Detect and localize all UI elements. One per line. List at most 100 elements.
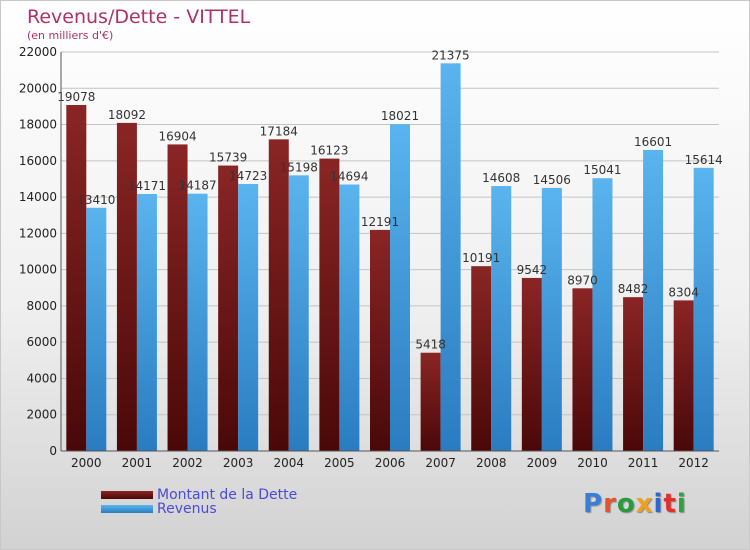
logo-letter: t [663,489,677,519]
x-tick-label: 2012 [678,456,709,470]
logo-letter: r [603,489,617,519]
bar-revenus [693,167,714,451]
legend-label-dette: Montant de la Dette [157,487,298,503]
logo-letter: o [616,489,636,519]
bar-dette [319,158,340,451]
y-tick-label: 16000 [19,154,57,168]
x-tick-label: 2006 [375,456,406,470]
logo-letter: P [583,489,604,519]
y-tick-label: 22000 [19,45,57,59]
x-axis-ticks: 2000 2001 2002 2003 2004 2005 2006 2007 2008 2009… [71,456,709,470]
data-label-dette: 19078 [57,90,95,104]
bar-dette [116,122,137,452]
x-tick-label: 2007 [425,456,456,470]
bar-revenus [136,193,157,451]
x-tick-label: 2008 [476,456,507,470]
legend-swatch-dette [101,491,153,499]
data-label-revenus: 15041 [583,163,621,177]
data-label-revenus: 14694 [330,170,368,184]
bar-revenus [187,193,208,451]
bar-dette [471,266,492,451]
logo-letter: i [653,489,664,519]
data-label-revenus: 18021 [381,109,419,123]
bar-revenus [440,63,461,451]
y-tick-label: 12000 [19,226,57,240]
x-tick-label: 2009 [527,456,558,470]
bar-dette [66,104,87,452]
bar-revenus [592,178,613,452]
legend-item-revenus: Revenus [101,501,217,517]
x-tick-label: 2001 [122,456,153,470]
x-tick-label: 2005 [324,456,355,470]
data-label-dette: 8482 [618,282,649,296]
data-label-revenus: 13410 [77,193,115,207]
y-tick-label: 18000 [19,118,57,132]
bar-revenus [643,149,664,452]
bar-revenus [491,186,512,451]
data-label-dette: 12191 [361,215,399,229]
bar-revenus [86,207,107,451]
data-label-dette: 8970 [567,273,598,287]
axes [60,52,719,452]
legend-swatch-revenus [101,505,153,513]
bars [66,63,714,452]
x-tick-label: 2002 [172,456,203,470]
bar-dette [167,144,188,451]
data-label-dette: 18092 [108,108,146,122]
proxiti-logo: Proxiti [583,489,687,519]
bar-revenus [238,183,259,451]
x-tick-label: 2003 [223,456,254,470]
data-labels: 19078 13410 18092 14171 16904 14187 15739 14723… [57,48,723,351]
data-label-dette: 16123 [310,144,348,158]
data-label-revenus: 21375 [432,48,470,62]
y-tick-label: 20000 [19,81,57,95]
y-tick-label: 8000 [26,299,57,313]
x-tick-label: 2004 [273,456,304,470]
data-label-dette: 17184 [260,124,298,138]
y-tick-label: 4000 [26,371,57,385]
bar-dette [673,300,694,451]
bar-dette [623,297,644,451]
data-label-dette: 9542 [517,263,548,277]
y-tick-label: 0 [49,444,57,458]
y-tick-label: 6000 [26,335,57,349]
y-axis-ticks: 0 2000 4000 6000 8000 10000 12000 14000 16000 180… [19,45,57,458]
y-tick-label: 14000 [19,190,57,204]
data-label-revenus: 14187 [178,179,216,193]
y-tick-label: 10000 [19,263,57,277]
chart-subtitle: (en milliers d'€) [27,29,114,42]
bar-dette [521,277,542,451]
x-tick-label: 2011 [628,456,659,470]
data-label-dette: 8304 [668,285,699,299]
bar-dette [420,352,441,451]
y-tick-label: 2000 [26,408,57,422]
legend-item-dette: Montant de la Dette [101,487,297,503]
bar-revenus [390,124,410,452]
bar-dette [218,165,239,452]
data-label-revenus: 15198 [280,160,318,174]
x-tick-label: 2010 [577,456,608,470]
chart-title: Revenus/Dette - VITTEL [27,6,251,28]
bar-revenus [288,175,309,452]
bar-dette [370,229,390,451]
data-label-revenus: 14506 [533,173,571,187]
data-label-dette: 5418 [415,338,446,352]
x-tick-label: 2000 [71,456,102,470]
bar-dette [572,288,593,451]
data-label-dette: 10191 [462,251,500,265]
bar-revenus [541,187,562,451]
data-label-revenus: 16601 [634,135,672,149]
bar-dette [268,139,289,451]
legend-label-revenus: Revenus [157,501,217,517]
data-label-revenus: 14723 [229,169,267,183]
logo-letter: i [676,489,687,519]
data-label-dette: 15739 [209,151,247,165]
data-label-revenus: 14171 [128,179,166,193]
logo-letter: x [635,489,654,519]
data-label-revenus: 15614 [685,153,723,167]
data-label-revenus: 14608 [482,171,520,185]
data-label-dette: 16904 [158,129,196,143]
bar-revenus [339,184,360,451]
